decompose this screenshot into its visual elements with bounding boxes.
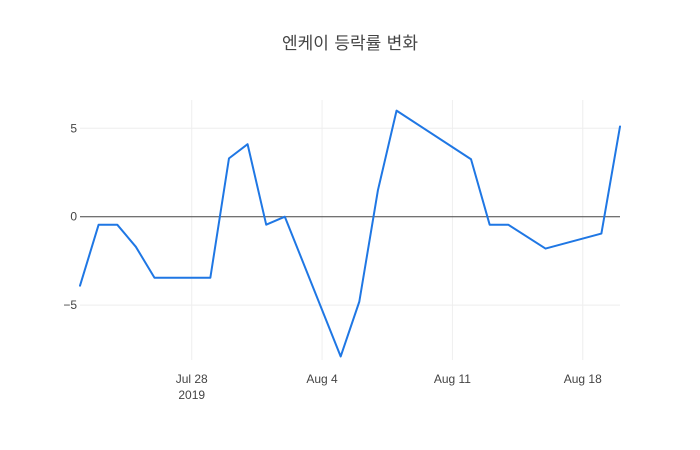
x-tick-label: Aug 11 — [434, 372, 471, 386]
series-line — [79, 109, 621, 358]
x-tick-label: Aug 18 — [564, 372, 602, 386]
y-tick-label: −5 — [63, 298, 77, 312]
x-tick-label: Jul 28 — [176, 372, 208, 386]
x-tick-label: Aug 4 — [306, 372, 338, 386]
chart-title: 엔케이 등락률 변화 — [282, 34, 418, 54]
y-tick-label: 0 — [70, 210, 77, 224]
y-tick-label: 5 — [70, 121, 77, 135]
x-tick-sublabel: 2019 — [178, 388, 205, 402]
